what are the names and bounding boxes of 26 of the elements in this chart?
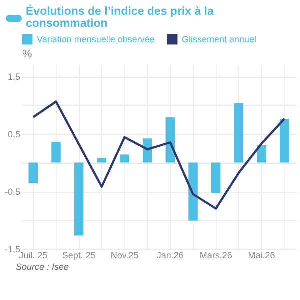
bar (52, 142, 61, 163)
y-axis-title: % (22, 48, 32, 60)
y-tick-label: -1,5 (4, 244, 20, 254)
x-tick-label: Sept. 25 (62, 250, 96, 260)
y-tick-label: -0,5 (4, 187, 20, 197)
bar (188, 162, 198, 221)
bar (74, 162, 84, 236)
x-tick-label: Jan.26 (156, 250, 184, 260)
x-tick-label: Juil. 25 (19, 250, 48, 260)
source-note: Source : Isee (15, 262, 70, 272)
y-tick-label: 0,5 (8, 130, 20, 140)
line-series (32, 100, 286, 210)
bar (211, 162, 221, 194)
legend-label: Glissement annuel (182, 34, 257, 45)
bar (234, 104, 244, 163)
bar (257, 146, 266, 163)
chart-title: Évolutions de l’indice des prix à la consommation (26, 6, 215, 30)
y-tick-label: 1,5 (8, 72, 20, 82)
legend-label: Variation mensuelle observée (37, 34, 155, 45)
bar (280, 119, 290, 163)
x-tick-label: Nov.25 (110, 250, 139, 260)
bar (120, 154, 130, 163)
x-tick-label: Mai.26 (248, 250, 276, 260)
x-tick-label: Mars.26 (200, 250, 232, 260)
bar (28, 162, 38, 184)
bar (97, 158, 107, 163)
